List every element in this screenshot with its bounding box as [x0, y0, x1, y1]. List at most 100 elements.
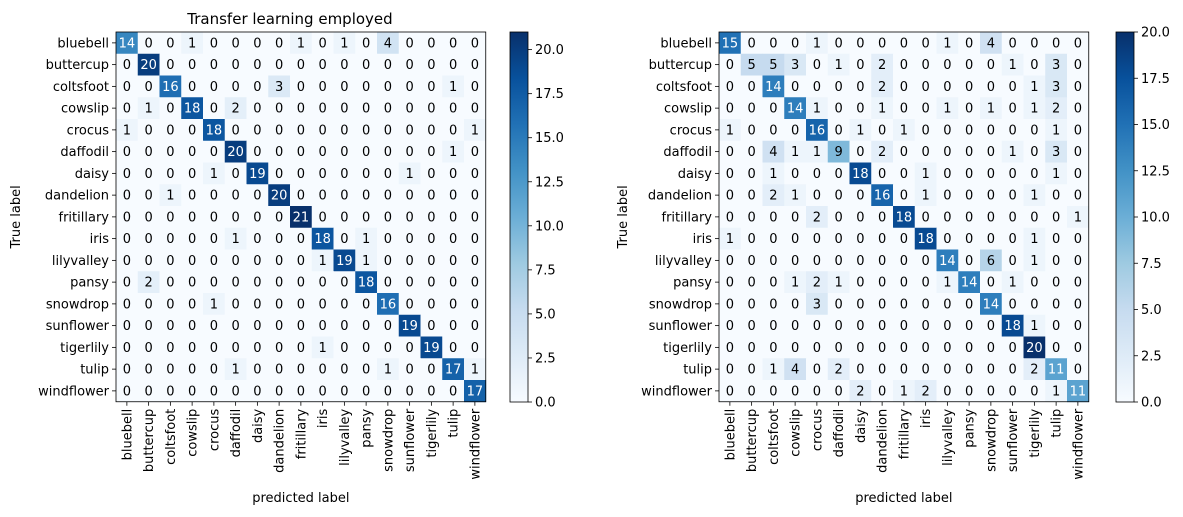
cell-value-label: 0 — [318, 58, 326, 73]
cell-value-label: 0 — [253, 58, 261, 73]
cell-value-label: 0 — [965, 58, 973, 73]
matrix-cell — [181, 227, 204, 250]
cell-value-label: 0 — [253, 319, 261, 334]
matrix-cell — [1067, 32, 1090, 55]
cell-value-label: 0 — [384, 58, 392, 73]
cell-value-label: 0 — [965, 123, 973, 138]
cell-value-label: 1 — [1030, 319, 1038, 334]
cell-value-label: 0 — [921, 254, 929, 269]
matrix-cell — [893, 249, 916, 272]
cell-value-label: 0 — [856, 276, 864, 291]
cell-value-label: 0 — [362, 341, 370, 356]
matrix-cell — [355, 184, 378, 207]
matrix-cell — [936, 75, 959, 98]
matrix-cell — [1023, 162, 1046, 185]
matrix-cell — [442, 314, 465, 337]
cell-value-label: 0 — [362, 363, 370, 378]
matrix-cell — [224, 97, 247, 120]
cell-value-label: 0 — [878, 297, 886, 312]
cell-value-label: 0 — [253, 80, 261, 95]
matrix-cell — [784, 184, 807, 207]
cell-value-label: 0 — [231, 341, 239, 356]
matrix-cell — [116, 119, 139, 142]
cell-value-label: 0 — [726, 210, 734, 225]
matrix-cell — [137, 32, 160, 55]
x-tick-label: daffodil — [229, 409, 244, 458]
cell-value-label: 0 — [900, 80, 908, 95]
matrix-cell — [137, 75, 160, 98]
cell-value-label: 0 — [340, 58, 348, 73]
cell-value-label: 0 — [405, 254, 413, 269]
cell-value-label: 0 — [253, 189, 261, 204]
y-tick-label: sunflower — [46, 319, 110, 334]
matrix-cell — [442, 293, 465, 316]
cell-value-label: 0 — [210, 319, 218, 334]
matrix-cell — [203, 140, 226, 163]
matrix-cell — [762, 249, 785, 272]
matrix-cell — [246, 336, 269, 359]
cell-value-label: 0 — [275, 384, 283, 399]
x-tick-label: coltsfoot — [767, 409, 782, 465]
matrix-cell — [1045, 162, 1068, 185]
x-tick-label: coltsfoot — [164, 409, 179, 465]
matrix-cell — [137, 53, 160, 76]
matrix-cell — [980, 206, 1003, 229]
matrix-cell — [784, 75, 807, 98]
cell-value-label: 18 — [184, 102, 201, 117]
cell-value-label: 0 — [362, 167, 370, 182]
cell-value-label: 0 — [921, 58, 929, 73]
cell-value-label: 0 — [405, 297, 413, 312]
cell-value-label: 0 — [340, 341, 348, 356]
matrix-cell — [398, 97, 421, 120]
cell-value-label: 0 — [188, 319, 196, 334]
matrix-cell — [116, 380, 139, 403]
cell-value-label: 0 — [987, 189, 995, 204]
matrix-cell — [719, 75, 742, 98]
matrix-cell — [936, 380, 959, 403]
cell-value-label: 0 — [166, 319, 174, 334]
matrix-cell — [355, 140, 378, 163]
cell-value-label: 0 — [210, 189, 218, 204]
x-tick-label: lilyvalley — [941, 408, 956, 465]
matrix-cell — [1045, 206, 1068, 229]
matrix-cell — [224, 119, 247, 142]
matrix-cell — [1045, 75, 1068, 98]
cell-value-label: 0 — [987, 384, 995, 399]
cell-value-label: 0 — [427, 123, 435, 138]
cell-value-label: 1 — [813, 102, 821, 117]
cell-value-label: 0 — [297, 319, 305, 334]
cell-value-label: 18 — [896, 210, 913, 225]
matrix-cell — [784, 271, 807, 294]
matrix-cell — [980, 336, 1003, 359]
matrix-cell — [116, 53, 139, 76]
cell-value-label: 0 — [943, 189, 951, 204]
cell-value-label: 18 — [358, 276, 375, 291]
matrix-cell — [762, 140, 785, 163]
matrix-cell — [827, 380, 850, 403]
y-tick-label: coltsfoot — [656, 80, 712, 95]
cell-value-label: 0 — [1074, 145, 1082, 160]
cell-value-label: 0 — [1052, 232, 1060, 247]
matrix-cell — [268, 271, 291, 294]
matrix-cell — [159, 97, 182, 120]
matrix-cell — [762, 162, 785, 185]
y-tick-label: pansy — [70, 276, 109, 291]
matrix-cell — [398, 53, 421, 76]
cell-value-label: 0 — [253, 384, 261, 399]
cell-value-label: 0 — [384, 80, 392, 95]
matrix-cell — [914, 53, 937, 76]
cell-value-label: 0 — [769, 276, 777, 291]
cell-value-label: 0 — [166, 232, 174, 247]
cell-value-label: 1 — [1030, 189, 1038, 204]
matrix-cell — [1045, 97, 1068, 120]
cell-value-label: 1 — [726, 232, 734, 247]
cell-value-label: 0 — [987, 210, 995, 225]
matrix-cell — [958, 271, 981, 294]
cell-value-label: 2 — [878, 145, 886, 160]
cell-value-label: 0 — [188, 145, 196, 160]
matrix-cell — [849, 75, 872, 98]
cell-value-label: 0 — [253, 210, 261, 225]
cell-value-label: 0 — [1008, 189, 1016, 204]
matrix-cell — [827, 75, 850, 98]
y-tick-label: daffodil — [60, 145, 109, 160]
